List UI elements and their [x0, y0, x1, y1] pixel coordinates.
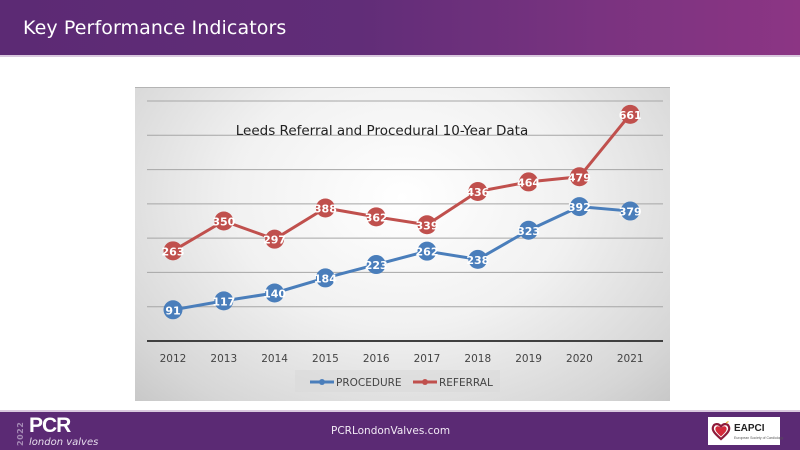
x-tick-label: 2012	[160, 353, 187, 365]
pcr-logo-name: PCR	[29, 414, 71, 437]
x-tick-label: 2018	[464, 353, 491, 365]
data-label: 350	[212, 216, 235, 229]
data-point	[620, 104, 640, 124]
legend-item-procedure: PROCEDURE	[310, 377, 402, 389]
data-label: 379	[619, 206, 642, 219]
x-tick-label: 2020	[566, 353, 593, 365]
x-tick-label: 2016	[363, 353, 390, 365]
data-point	[214, 211, 234, 231]
legend-label: REFERRAL	[439, 377, 493, 389]
legend-dot-marker	[319, 379, 325, 385]
slide-header: Key Performance Indicators	[0, 0, 800, 57]
data-label: 91	[165, 304, 180, 317]
data-label: 238	[466, 254, 489, 267]
legend-box	[295, 370, 500, 392]
data-label: 392	[568, 201, 591, 214]
data-label: 464	[517, 176, 540, 189]
data-point	[519, 220, 539, 240]
data-point	[366, 255, 386, 275]
data-point	[163, 300, 183, 320]
slide-footer: 2022 PCR london valves PCRLondonValves.c…	[0, 410, 800, 450]
data-label: 262	[416, 246, 439, 259]
data-point	[265, 229, 285, 249]
data-label: 436	[466, 186, 489, 199]
data-label: 362	[365, 211, 388, 224]
data-label: 323	[517, 225, 540, 238]
legend-dot-marker	[422, 379, 428, 385]
x-tick-label: 2021	[617, 353, 644, 365]
series-layer: 91 117 140 184 223 262 238 323 392 379 263 350 297 38…	[162, 104, 642, 320]
data-point	[519, 172, 539, 192]
data-point	[366, 207, 386, 227]
legend: PROCEDURE REFERRAL	[295, 370, 500, 392]
data-label: 184	[314, 272, 337, 285]
heart-icon	[711, 421, 731, 441]
series-line	[172, 205, 631, 312]
data-label: 297	[263, 234, 286, 247]
chart-title: Leeds Referral and Procedural 10-Year Da…	[236, 123, 529, 139]
data-label: 388	[314, 202, 337, 215]
data-point	[315, 268, 335, 288]
data-point	[417, 215, 437, 235]
data-point	[163, 241, 183, 261]
data-point	[315, 198, 335, 218]
eapci-logo-subtitle: European Society of Cardiology	[734, 436, 784, 440]
data-point	[214, 291, 234, 311]
chart-area: Leeds Referral and Procedural 10-Year Da…	[135, 87, 670, 401]
data-label: 117	[212, 295, 235, 308]
data-label: 339	[416, 219, 439, 232]
data-point	[569, 197, 589, 217]
x-tick-label: 2019	[515, 353, 542, 365]
x-tick-label: 2014	[261, 353, 288, 365]
eapci-logo: EAPCI European Society of Cardiology	[708, 417, 784, 445]
legend-label: PROCEDURE	[336, 377, 402, 389]
data-point	[468, 249, 488, 269]
pcr-london-valves-logo: 2022 PCR london valves	[16, 414, 126, 450]
data-point	[417, 241, 437, 261]
series-referral: 263 350 297 388 362 339 436 464 479 661	[162, 104, 642, 261]
pcr-logo-year: 2022	[16, 421, 25, 447]
x-axis: 2012 2013 2014 2015 2016 2017 2018 2019 2020 2021	[160, 353, 644, 365]
data-point	[569, 167, 589, 187]
gridlines	[147, 100, 663, 342]
data-label: 479	[568, 171, 591, 184]
pcr-logo-subtitle: london valves	[29, 437, 99, 448]
slide-title: Key Performance Indicators	[23, 17, 287, 39]
x-tick-label: 2017	[414, 353, 441, 365]
x-tick-label: 2013	[210, 353, 237, 365]
series-line	[172, 113, 632, 253]
data-point	[265, 283, 285, 303]
legend-item-referral: REFERRAL	[413, 377, 493, 389]
data-point	[620, 201, 640, 221]
data-label: 140	[263, 288, 286, 301]
x-tick-label: 2015	[312, 353, 339, 365]
footer-url: PCRLondonValves.com	[331, 425, 451, 437]
data-label: 263	[162, 245, 185, 258]
line-chart: Leeds Referral and Procedural 10-Year Da…	[147, 100, 663, 392]
eapci-logo-name: EAPCI	[734, 423, 765, 434]
data-point	[468, 182, 488, 202]
data-label: 661	[619, 109, 642, 122]
series-procedure: 91 117 140 184 223 262 238 323 392 379	[163, 197, 642, 320]
data-label: 223	[365, 259, 388, 272]
